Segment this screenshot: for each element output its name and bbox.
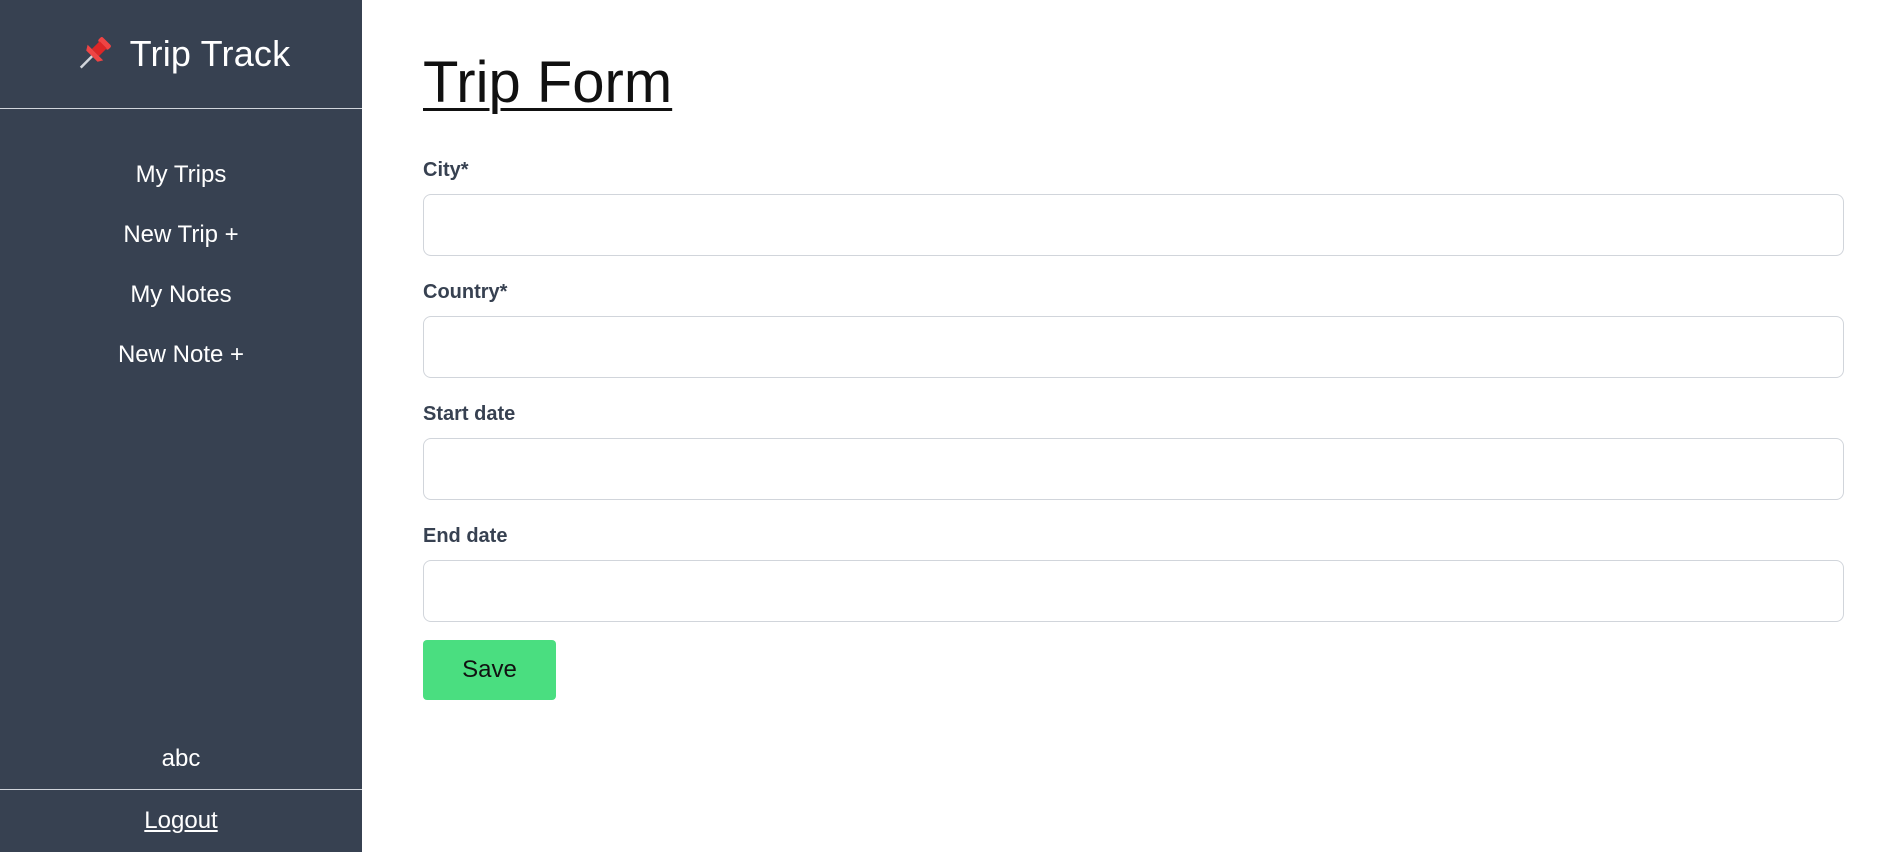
country-input[interactable] bbox=[423, 316, 1844, 378]
logout-link[interactable]: Logout bbox=[144, 807, 218, 834]
end-date-label: End date bbox=[423, 525, 508, 547]
end-date-input[interactable] bbox=[423, 560, 1844, 622]
app-title: Trip Track bbox=[129, 33, 291, 74]
username-label: abc bbox=[0, 730, 362, 790]
start-date-input[interactable] bbox=[423, 438, 1844, 500]
start-date-label: Start date bbox=[423, 403, 516, 425]
sidebar-spacer bbox=[0, 385, 362, 730]
pushpin-icon bbox=[72, 32, 116, 76]
sidebar: Trip Track My Trips New Trip + My Notes … bbox=[0, 0, 362, 852]
sidebar-item-my-trips[interactable]: My Trips bbox=[135, 161, 227, 188]
trip-form: City* Country* Start date End date Save bbox=[423, 158, 1844, 700]
page-title: Trip Form bbox=[423, 50, 673, 115]
city-input[interactable] bbox=[423, 194, 1844, 256]
brand-header: Trip Track bbox=[0, 0, 362, 109]
sidebar-nav: My Trips New Trip + My Notes New Note + bbox=[0, 109, 362, 385]
sidebar-item-new-trip[interactable]: New Trip + bbox=[123, 221, 239, 248]
save-button[interactable]: Save bbox=[423, 640, 556, 700]
sidebar-item-new-note[interactable]: New Note + bbox=[117, 341, 245, 368]
city-label: City* bbox=[423, 159, 469, 181]
main-content: Trip Form City* Country* Start date End … bbox=[362, 0, 1882, 852]
sidebar-item-my-notes[interactable]: My Notes bbox=[130, 281, 232, 308]
country-label: Country* bbox=[423, 281, 508, 303]
